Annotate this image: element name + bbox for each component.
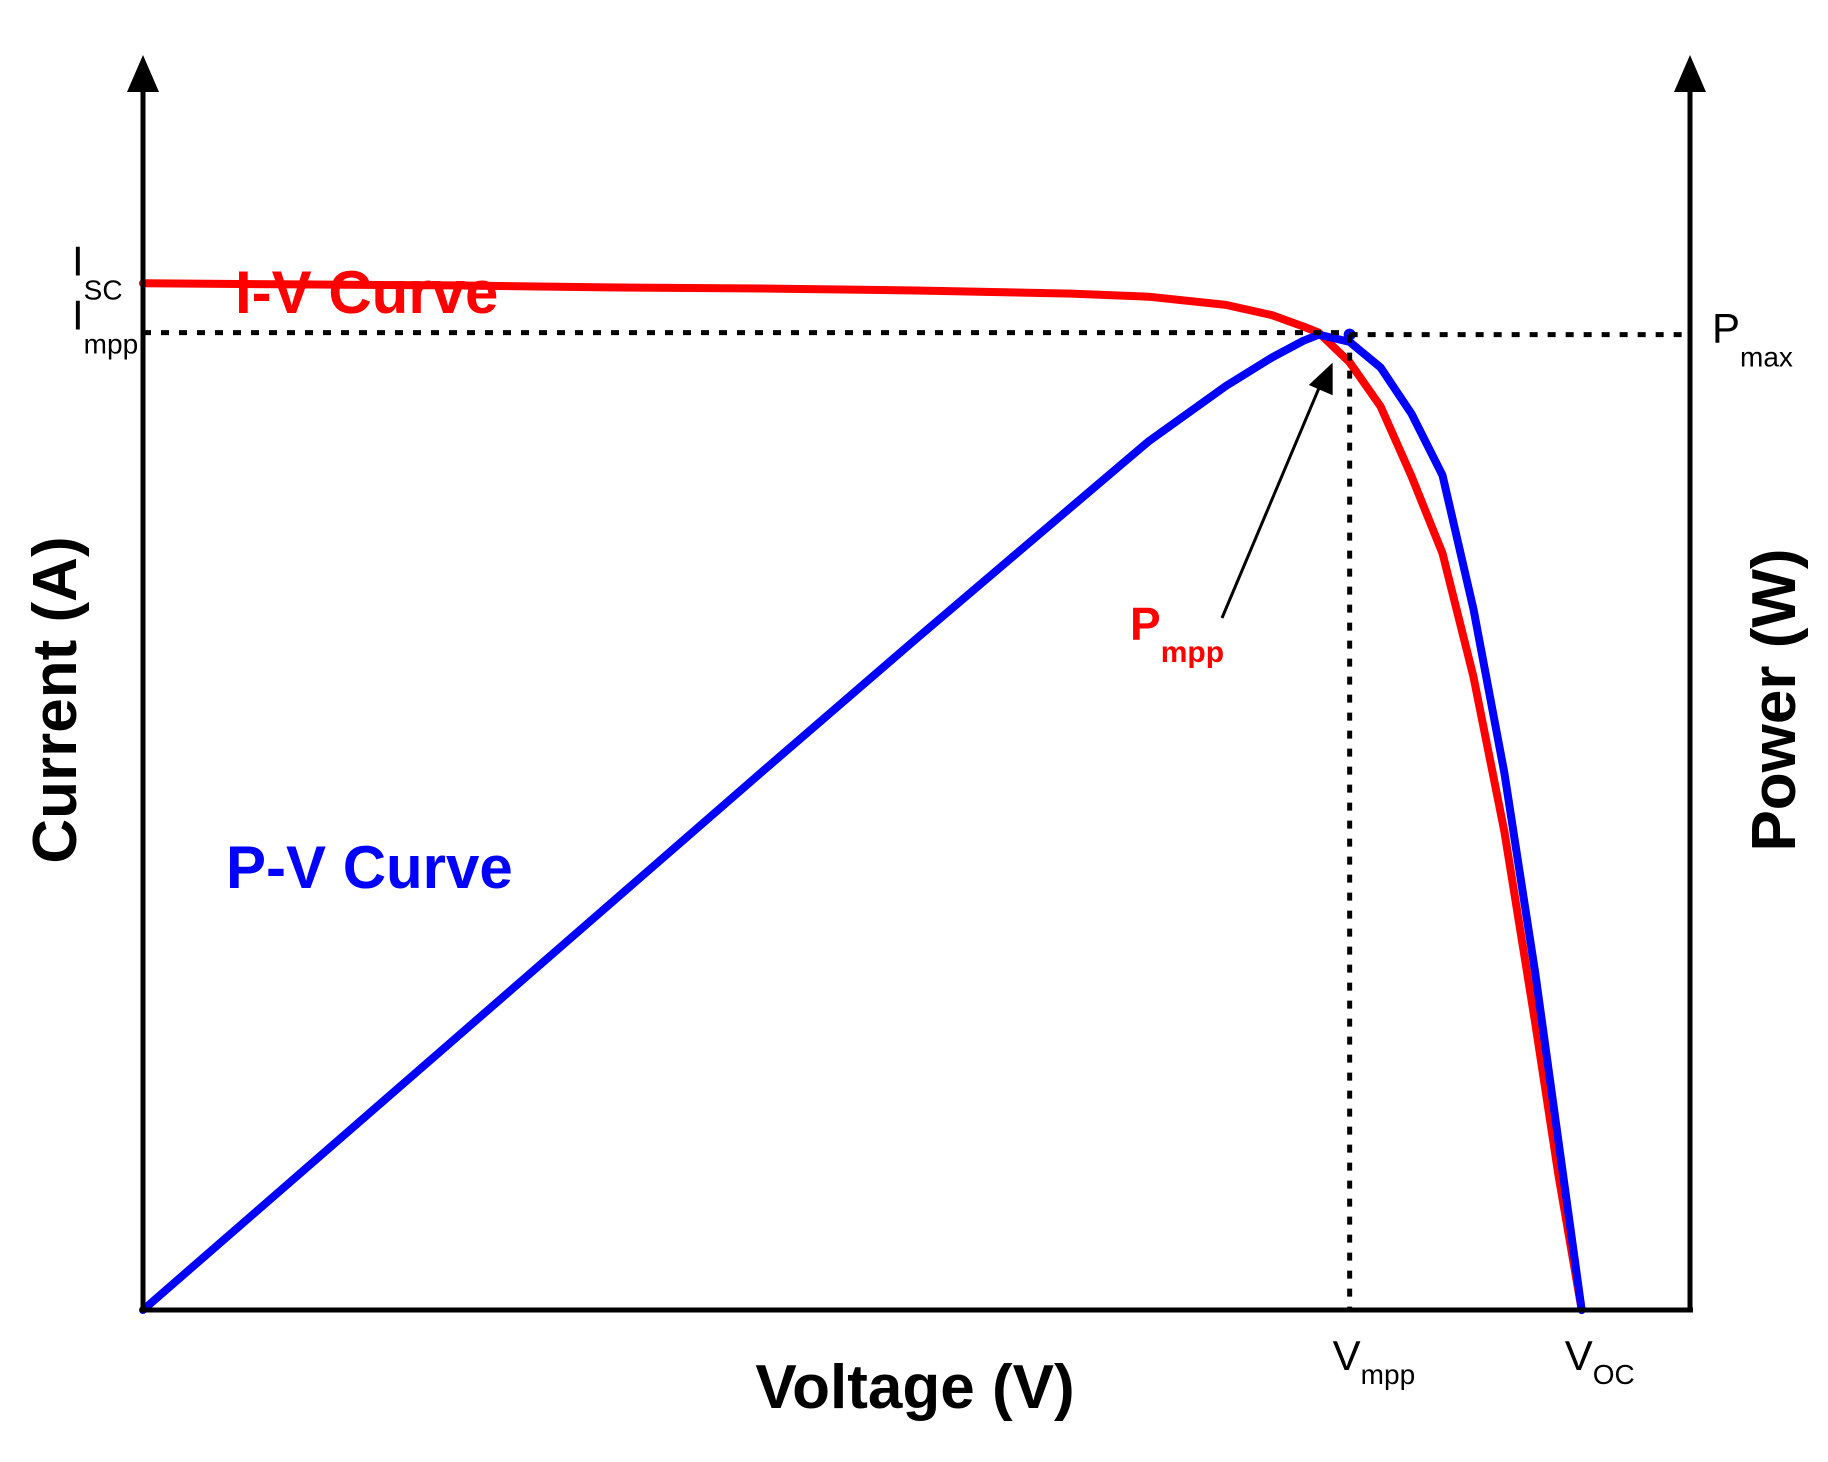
- right-y-axis-title: Power (W): [1740, 548, 1809, 851]
- axes-layer: [127, 55, 1706, 1313]
- pmax-tick-label: Pmax: [1712, 305, 1793, 373]
- right-y-axis-arrow-icon: [1674, 55, 1706, 92]
- isc-tick-label: ISC: [72, 237, 123, 305]
- iv-curve-label: I-V Curve: [235, 259, 498, 326]
- pmpp-arrow-line: [1220, 374, 1327, 619]
- vmpp-tick-label: Vmpp: [1333, 1332, 1415, 1390]
- left-y-axis-arrow-icon: [127, 55, 159, 92]
- pv-curve-label: P-V Curve: [226, 834, 513, 901]
- x-axis-title: Voltage (V): [755, 1353, 1074, 1422]
- reference-lines-layer: [143, 330, 1690, 1310]
- pv-curve-line: [139, 330, 1586, 1314]
- left-y-axis-title: Current (A): [21, 536, 90, 863]
- pmpp-arrowhead-icon: [1308, 362, 1333, 396]
- impp-tick-label: Impp: [72, 292, 138, 360]
- iv-curve-line: [139, 279, 1586, 1314]
- labels-layer: Voltage (V) Current (A) Power (W) Vmpp VOC IS…: [21, 237, 1809, 1422]
- curves-layer: [139, 279, 1586, 1314]
- pmpp-annotation-label: Pmpp: [1130, 598, 1224, 669]
- voc-tick-label: VOC: [1565, 1332, 1635, 1390]
